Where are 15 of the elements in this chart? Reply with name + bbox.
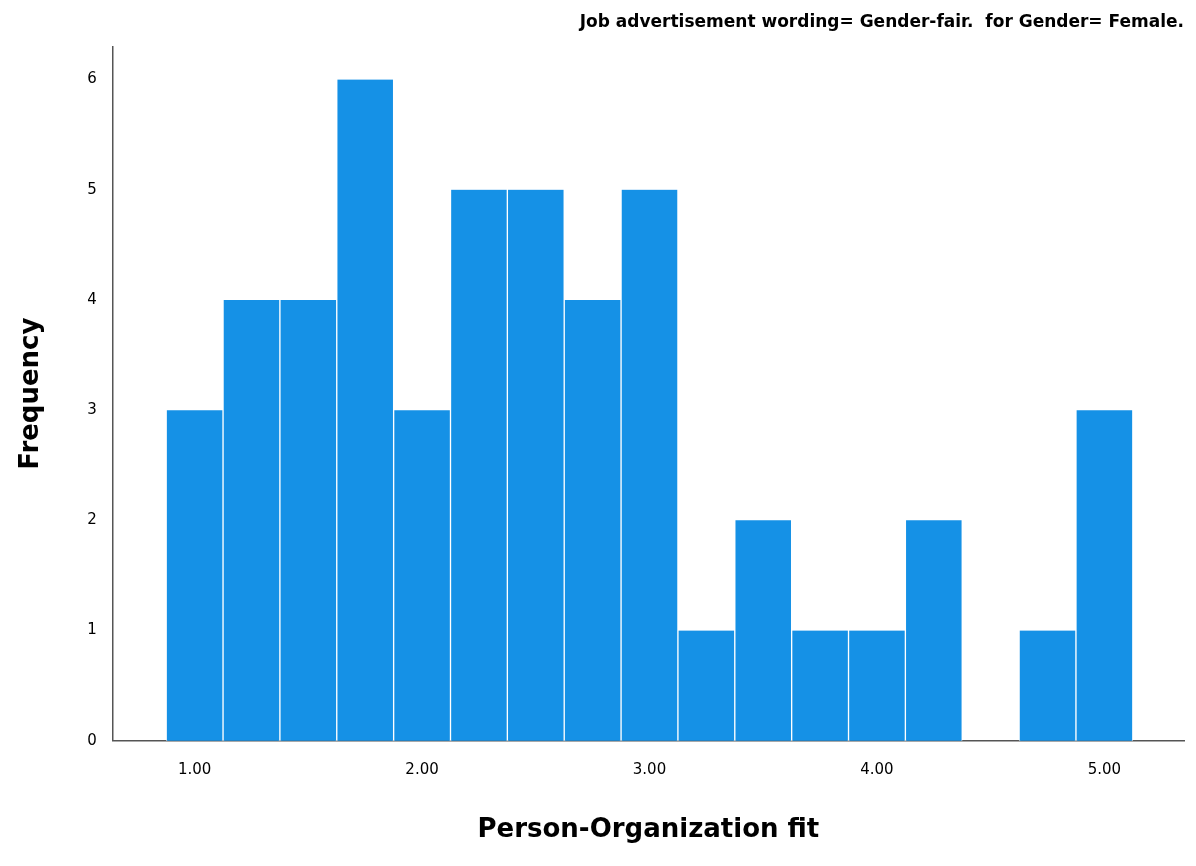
- x-tick-label: 5.00: [1087, 759, 1122, 778]
- y-tick-label: 5: [87, 179, 97, 198]
- x-tick-label: 4.00: [860, 759, 894, 778]
- y-tick-label: 0: [87, 730, 97, 749]
- x-tick-label: 1.00: [177, 759, 212, 778]
- chart-title: Job advertisement wording= Gender-fair. for Gender= Female.: [578, 10, 1184, 31]
- x-tick-label: 3.00: [632, 759, 667, 778]
- y-tick-label: 4: [87, 289, 97, 308]
- y-axis-title: Frequency: [14, 317, 45, 470]
- y-tick-label: 1: [87, 620, 97, 639]
- y-tick-label: 6: [87, 69, 97, 88]
- x-axis-title: Person-Organization fit: [477, 813, 820, 844]
- x-tick-label: 2.00: [405, 759, 439, 778]
- y-tick-label: 3: [87, 400, 97, 419]
- y-tick-label: 2: [87, 510, 97, 529]
